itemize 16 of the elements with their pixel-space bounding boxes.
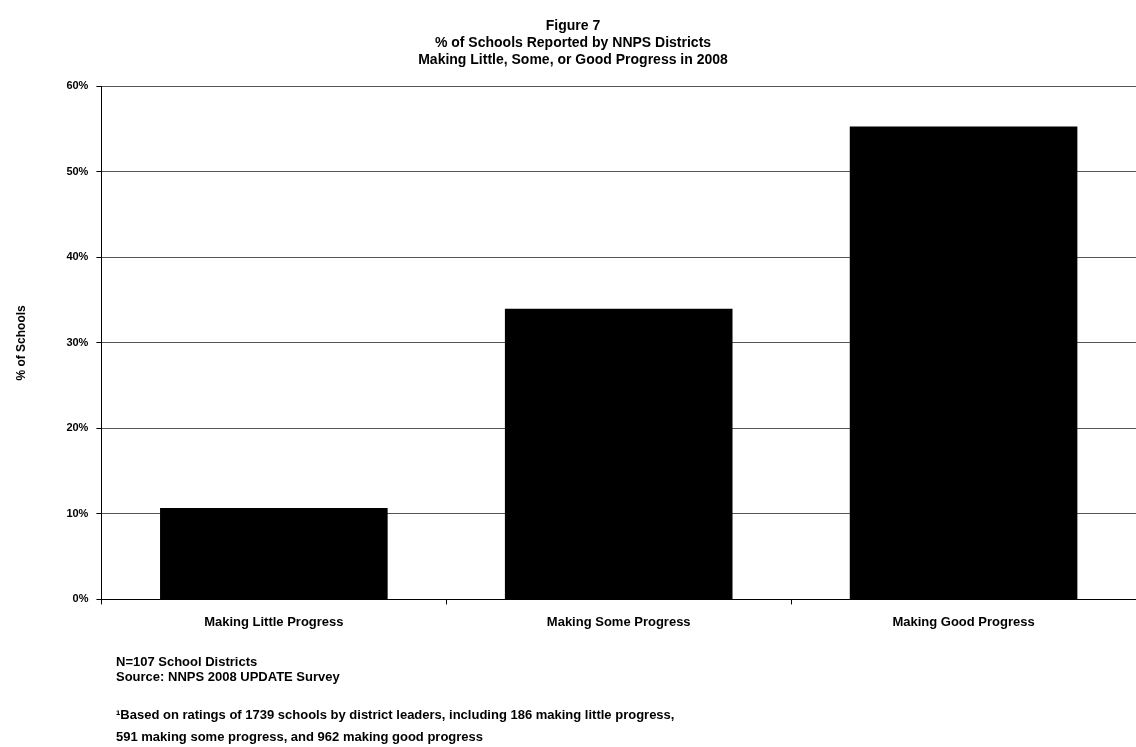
text: ¹Based on ratings of 1739 schools by district leaders, including 186 making little progress, 591 making some progress, and 962 making good progress	[116, 706, 675, 746]
y-tick-label: 50%	[66, 164, 89, 177]
x-tick-label: Making Some Progress	[546, 613, 691, 629]
chart-title: Figure 7	[545, 17, 601, 34]
y-tick-label: 0%	[72, 592, 89, 605]
y-tick-label: 60%	[66, 79, 89, 92]
y-axis-title: % of Schools	[13, 304, 28, 381]
x-tick-label: Making Good Progress	[892, 613, 1035, 629]
y-tick-label: 10%	[66, 506, 89, 519]
source-note: Source: NNPS 2008 UPDATE Survey	[116, 669, 340, 684]
x-tick-label: Making Little Progress	[204, 613, 344, 629]
y-tick-label: 30%	[66, 335, 89, 348]
text: N=107 School Districts	[116, 654, 258, 669]
y-tick-label: 40%	[66, 250, 89, 263]
y-tick-label: 20%	[66, 421, 89, 434]
chart-subtitle: % of Schools Reported by NNPS Districts Making Little, Some, or Good Progress in 2008	[418, 34, 729, 67]
